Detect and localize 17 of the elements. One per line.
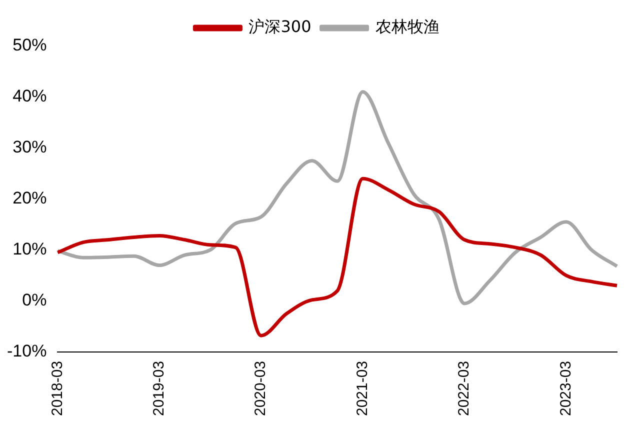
- x-tick-label: 2023-03: [557, 360, 574, 416]
- y-tick-label: 30%: [12, 138, 47, 157]
- y-tick-label: 40%: [12, 86, 47, 106]
- line-series: [56, 90, 619, 306]
- legend-label: 沪深300: [248, 17, 312, 36]
- x-tick-label: 2018-03: [48, 360, 66, 416]
- y-tick-label: 20%: [12, 188, 47, 208]
- line-series: [56, 176, 619, 338]
- y-tick-label: 10%: [12, 240, 47, 259]
- x-tick-label: 2021-03: [354, 360, 371, 416]
- y-tick-label: 0%: [22, 290, 47, 310]
- x-tick-label: 2022-03: [456, 360, 473, 416]
- legend-label: 农林牧渔: [375, 17, 440, 36]
- y-tick-label: -10%: [7, 342, 47, 361]
- y-tick-label: 50%: [12, 36, 47, 55]
- x-tick-label: 2019-03: [150, 360, 168, 416]
- x-tick-label: 2020-03: [252, 360, 270, 416]
